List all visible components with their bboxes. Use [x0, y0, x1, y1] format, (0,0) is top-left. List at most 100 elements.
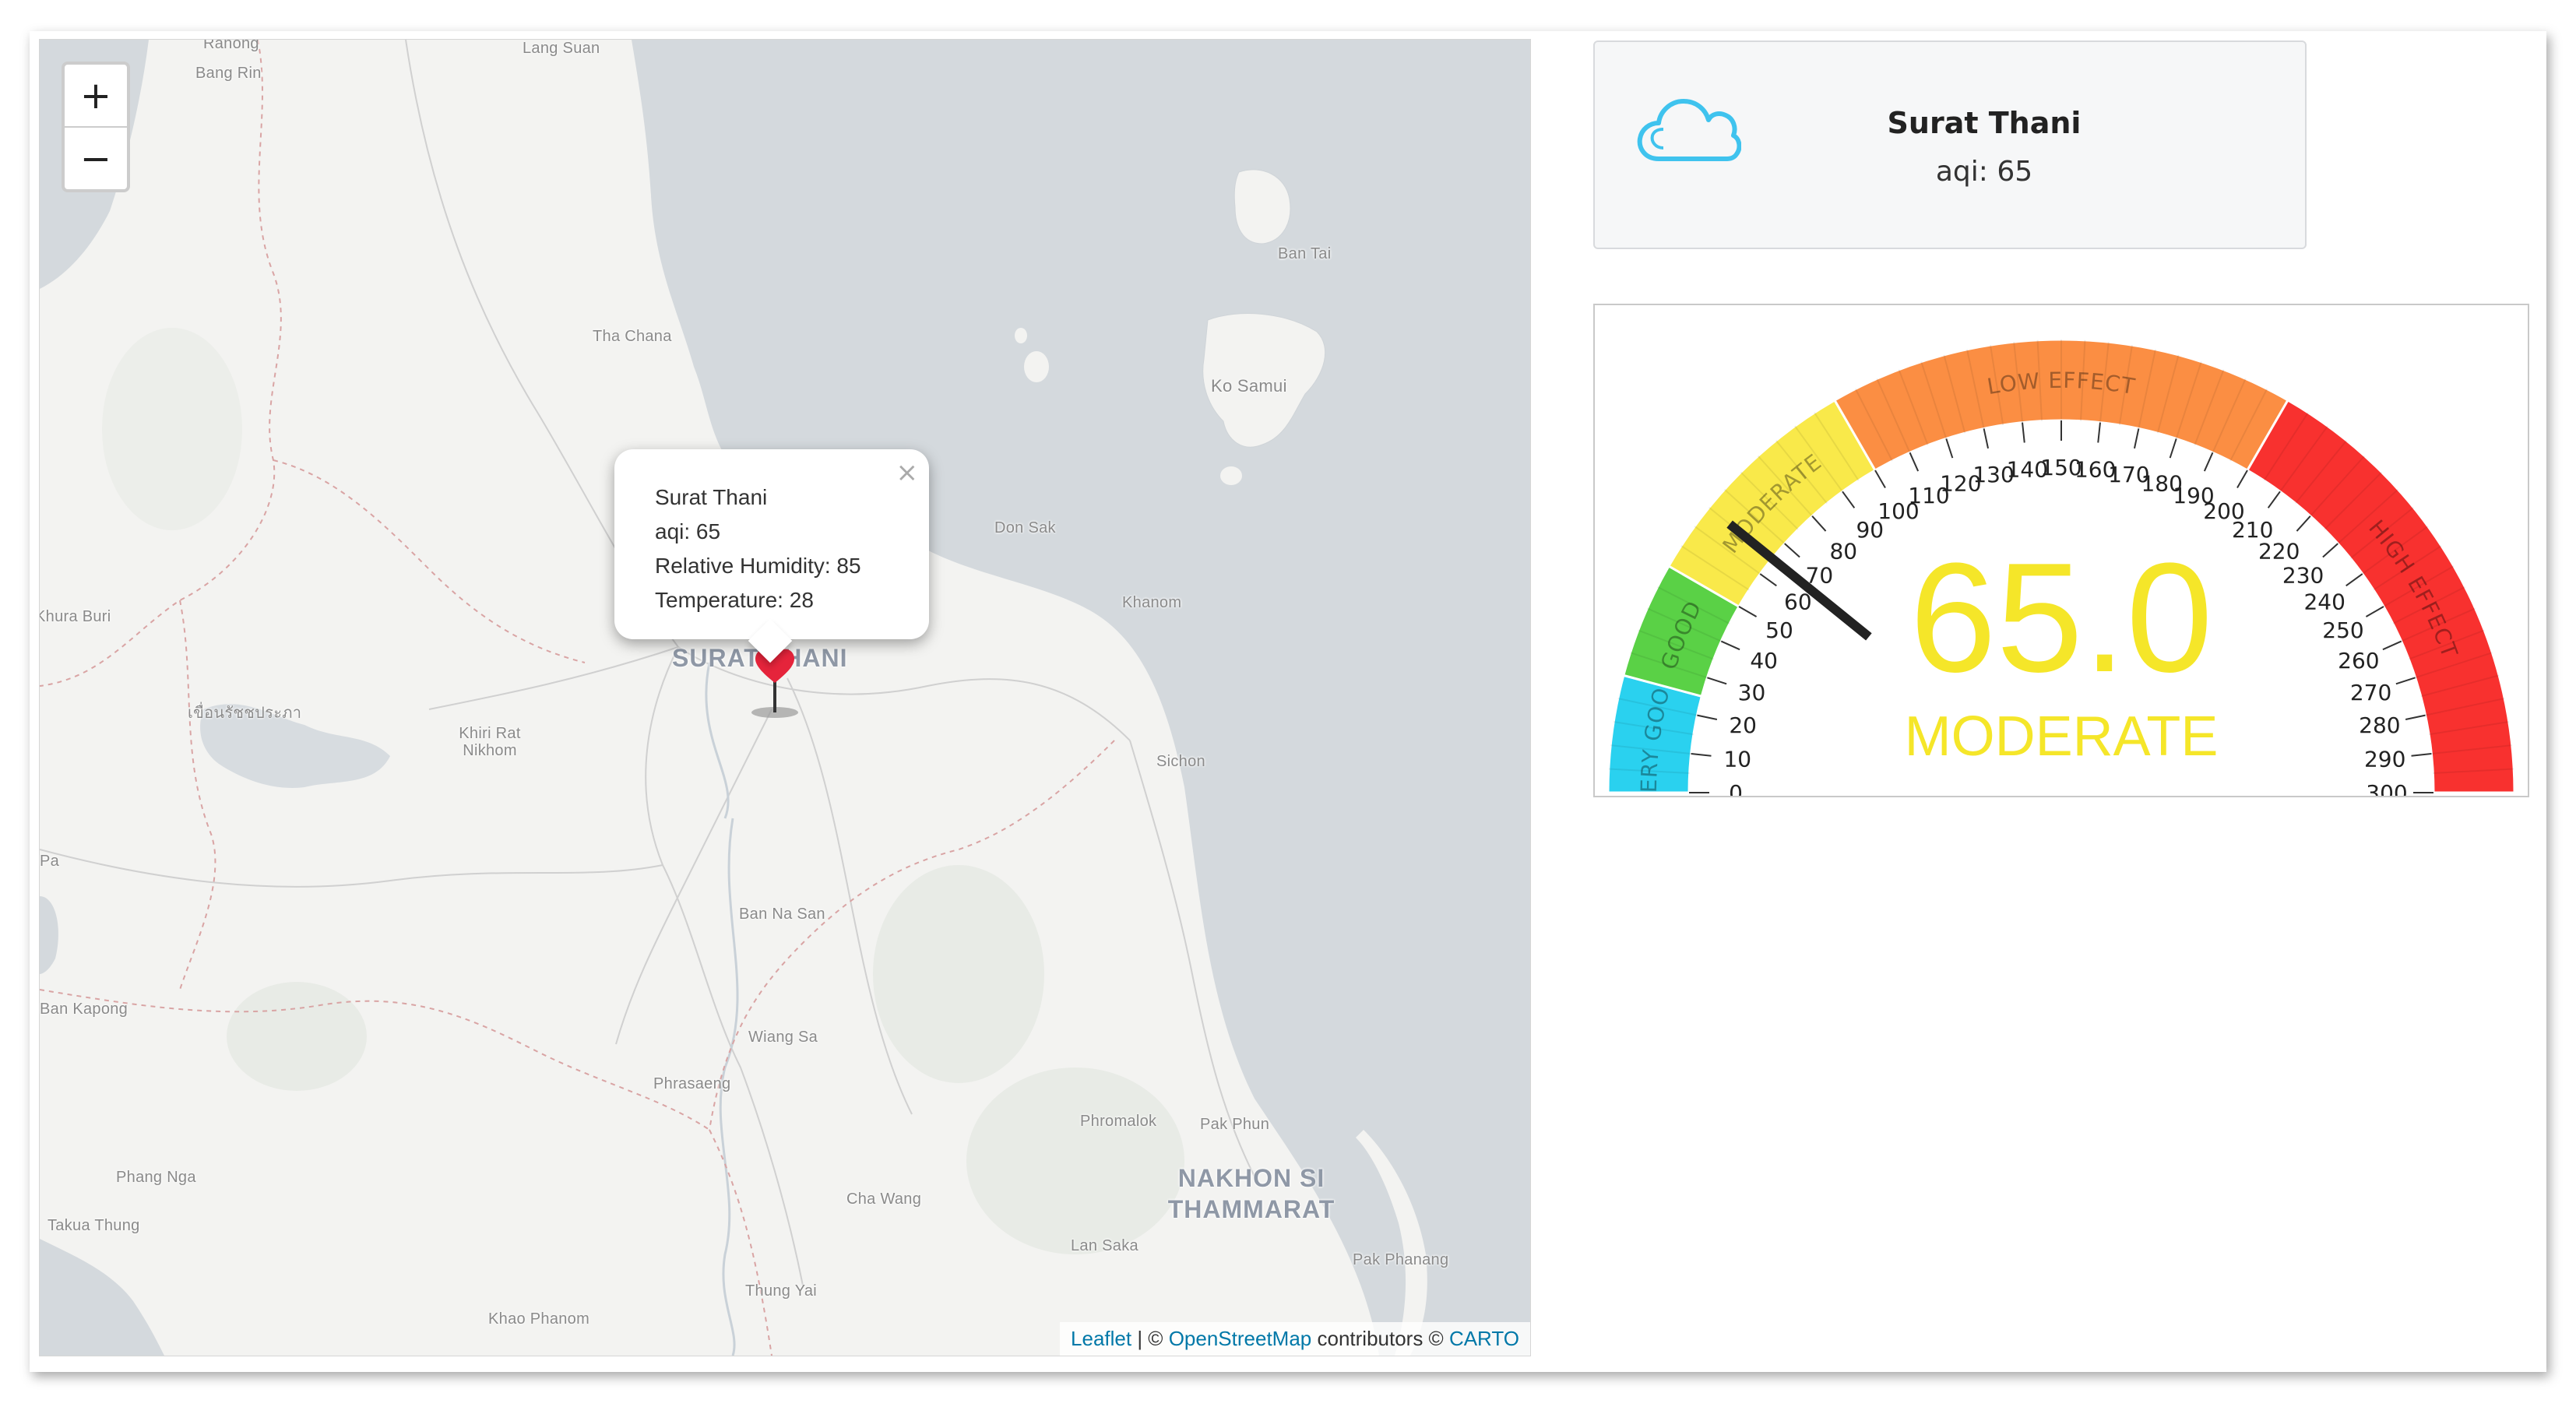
gauge-band-divider: [1630, 652, 1708, 679]
gauge-tick: [2411, 753, 2432, 757]
place-label: Ko Samui: [1211, 376, 1287, 396]
gauge-tick-label: 170: [2108, 462, 2149, 487]
place-label: Ban Na San: [739, 906, 825, 923]
gauge-band-divider: [2279, 425, 2328, 492]
gauge-tick-label: 130: [1972, 462, 2014, 487]
place-label: Pak Phun: [1200, 1116, 1270, 1133]
gauge-tick-label: 220: [2258, 538, 2300, 564]
gauge-tick-label: 20: [1729, 712, 1757, 738]
gauge-tick-label: 280: [2359, 712, 2400, 738]
place-label: Ban Kapong: [40, 1001, 128, 1018]
gauge-tick: [1697, 714, 1718, 721]
gauge-tick: [1707, 677, 1727, 685]
gauge-band-divider: [1814, 412, 1860, 481]
popup-aqi: aqi: 65: [655, 519, 721, 543]
station-card: Surat Thani aqi: 65: [1593, 40, 2307, 249]
gauge-tick-label: 30: [1738, 680, 1766, 705]
gauge-tick: [1874, 470, 1886, 489]
map-view[interactable]: Ranong Bang Rin Lang Suan Ban Tai Tha Ch…: [39, 39, 1531, 1356]
place-label: Don Sak: [994, 519, 1056, 536]
gauge-band-divider: [2401, 607, 2476, 642]
zoom-out-button[interactable]: −: [79, 136, 112, 181]
gauge-tick-label: 210: [2232, 517, 2273, 543]
gauge-tick: [1691, 753, 1712, 757]
gauge-band-divider: [1614, 720, 1694, 736]
gauge-band-divider: [1656, 586, 1730, 624]
gauge-tick-label: 100: [1877, 498, 1919, 524]
place-label: Ban Tai: [1278, 245, 1332, 262]
gauge-tick-label: 290: [2364, 746, 2405, 772]
gauge-band-divider: [2425, 698, 2505, 716]
gauge-tick: [2203, 452, 2214, 472]
gauge-band-divider: [2324, 471, 2383, 530]
gauge-tick: [1720, 640, 1740, 651]
gauge-tick: [1759, 573, 1777, 587]
gauge-tick: [2133, 428, 2140, 449]
popup-content: Surat Thani aqi: 65 Relative Humidity: 8…: [655, 480, 861, 617]
gauge-tick-label: 230: [2282, 562, 2324, 588]
zoom-control: + −: [62, 62, 130, 192]
place-label: Phang Nga: [116, 1169, 196, 1186]
gauge-tick-label: 270: [2350, 680, 2391, 705]
gauge-tick-label: 240: [2303, 589, 2345, 614]
gauge-band-divider: [2373, 545, 2442, 591]
gauge-band-divider: [2428, 720, 2509, 736]
gauge-band-divider: [1775, 440, 1828, 505]
gauge-tick-label: 10: [1723, 746, 1751, 772]
gauge-status: MODERATE: [1905, 705, 2219, 768]
gauge-band-divider: [1638, 629, 1715, 660]
gauge-band-divider: [1617, 698, 1698, 716]
gauge-band-divider: [2362, 526, 2429, 575]
gauge-tick: [1983, 428, 1990, 449]
gauge-band-divider: [2392, 586, 2466, 624]
gauge-tick-label: 110: [1908, 483, 1949, 508]
gauge-tick-label: 260: [2338, 648, 2379, 674]
osm-link[interactable]: OpenStreetMap: [1168, 1327, 1312, 1350]
gauge-tick: [2022, 422, 2025, 443]
leaflet-link[interactable]: Leaflet: [1071, 1327, 1132, 1350]
place-label: เขื่อนรัชชประภา: [188, 705, 302, 722]
place-label: Sichon: [1156, 753, 1205, 770]
place-label: Takua Thung: [48, 1217, 140, 1234]
gauge-tick: [2169, 438, 2177, 459]
attribution-contributors: contributors ©: [1311, 1327, 1449, 1350]
gauge-band-divider: [2229, 388, 2268, 462]
gauge-band-divider: [2415, 652, 2493, 679]
gauge-band-divider: [1854, 388, 1893, 462]
place-label: Khura Buri: [39, 608, 111, 625]
gauge-needle: [1726, 520, 1872, 641]
gauge-band-divider: [2431, 744, 2512, 755]
place-label: Phromalok: [1080, 1113, 1157, 1130]
attribution-separator: | ©: [1131, 1327, 1169, 1350]
gauge-band-divider: [2337, 488, 2399, 544]
gauge-band-divider: [1943, 354, 1966, 434]
gauge-band-divider: [1920, 361, 1948, 439]
popup-close-button[interactable]: ×: [896, 457, 919, 488]
gauge-band-divider: [2212, 378, 2247, 453]
carto-link[interactable]: CARTO: [1448, 1327, 1519, 1350]
gauge-band-divider: [2080, 339, 2086, 421]
gauge-band-divider: [2138, 349, 2156, 429]
gauge-tick: [2365, 606, 2384, 617]
gauge-tick: [1842, 491, 1856, 508]
zoom-in-button[interactable]: +: [65, 65, 127, 128]
gauge-tick: [2395, 677, 2416, 685]
gauge-tick-label: 140: [2007, 456, 2048, 482]
gauge-band-divider: [2383, 565, 2455, 607]
gauge-band-divider: [1898, 369, 1929, 446]
place-label: Pak Phanang: [1353, 1251, 1449, 1268]
station-name: Surat Thani: [1887, 106, 2082, 140]
place-label: Thung Yai: [745, 1282, 818, 1300]
place-label: Pa: [40, 853, 60, 870]
gauge-tick: [2296, 515, 2311, 532]
popup-temperature: Temperature: 28: [655, 588, 814, 612]
gauge-band-divider: [2175, 361, 2202, 439]
place-label: Khanom: [1122, 594, 1182, 611]
gauge-tick: [2267, 491, 2281, 508]
gauge-band-divider: [1723, 488, 1786, 544]
gauge-tick-label: 120: [1940, 470, 1981, 496]
gauge-tick: [1811, 515, 1827, 532]
gauge-band-divider: [2349, 506, 2414, 559]
gauge-tick: [1784, 543, 1800, 558]
